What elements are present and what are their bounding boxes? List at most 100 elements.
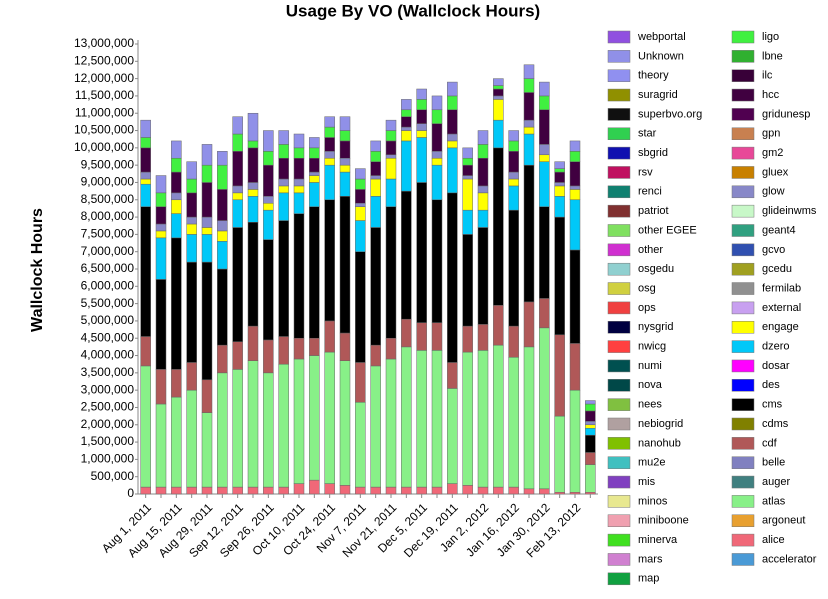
bar-segment — [462, 164, 473, 176]
legend-label: nees — [638, 399, 662, 411]
bar-segment — [539, 154, 550, 162]
bar-segment — [416, 88, 427, 100]
bar-segment — [477, 209, 489, 228]
bar-segment — [355, 402, 366, 488]
y-tick-label: 9,000,000 — [81, 175, 135, 189]
bar-segment — [217, 151, 228, 166]
bar-segment — [539, 327, 550, 490]
bar-segment — [462, 351, 473, 486]
bar-segment — [462, 178, 473, 211]
bar-segment — [217, 164, 228, 190]
legend-swatch — [731, 437, 755, 450]
bar-segment — [493, 85, 504, 90]
bar-segment — [523, 119, 535, 128]
bar-segment — [217, 372, 228, 488]
bar-segment — [171, 199, 182, 214]
bar-segment — [431, 322, 443, 351]
legend-label: gcedu — [762, 263, 792, 275]
legend-label: rsv — [638, 166, 653, 178]
y-tick-label: 1,500,000 — [81, 434, 135, 448]
bar-segment — [431, 109, 443, 124]
bar-segment — [140, 183, 151, 207]
bar-segment — [385, 154, 397, 159]
y-tick-label: 13,000,000 — [74, 36, 134, 50]
legend-label: geant4 — [762, 224, 796, 236]
legend-label: mars — [638, 553, 663, 565]
y-tick-label: 9,500,000 — [81, 157, 135, 171]
legend-swatch — [607, 127, 631, 140]
legend-swatch — [607, 166, 631, 179]
legend-label: other — [638, 244, 663, 256]
bar-segment — [508, 130, 519, 142]
bar-segment — [155, 369, 167, 405]
bar-segment — [309, 157, 320, 173]
legend-swatch — [607, 146, 631, 160]
bar-segment — [477, 324, 489, 351]
bar-segment — [385, 119, 397, 131]
bar-segment — [309, 175, 320, 183]
legend-label: ops — [638, 302, 656, 314]
bar-segment — [232, 133, 243, 152]
bar-segment — [186, 234, 197, 263]
bar-segment — [155, 279, 167, 370]
legend-label: alice — [762, 534, 785, 546]
bar-segment — [477, 185, 489, 194]
bar-segment — [217, 268, 228, 346]
legend-swatch — [607, 282, 631, 295]
bar-segment — [278, 220, 289, 337]
bar-segment — [401, 346, 412, 488]
bar-segment — [355, 206, 366, 221]
bar-segment — [247, 147, 259, 183]
bar-segment — [493, 147, 504, 306]
legend-label: suragrid — [638, 89, 678, 101]
bar-segment — [263, 239, 274, 341]
legend-label: gpn — [762, 128, 780, 140]
bar-segment — [523, 133, 535, 166]
bar-segment — [355, 486, 366, 495]
legend-label: miniboone — [638, 515, 689, 527]
bar-segment — [554, 334, 565, 417]
legend-label: glideinwms — [762, 205, 817, 217]
bar-segment — [416, 109, 427, 124]
bar-segment — [401, 116, 412, 128]
bar-segment — [247, 189, 259, 197]
legend-label: argoneut — [762, 515, 805, 527]
y-tick-label: 1,000,000 — [81, 452, 135, 466]
legend-swatch — [731, 456, 755, 469]
bar-segment — [508, 185, 519, 211]
bar-segment — [201, 379, 213, 413]
legend-label: gcvo — [762, 244, 785, 256]
bar-segment — [585, 492, 596, 495]
bar-segment — [477, 227, 489, 325]
bar-segment — [401, 130, 412, 142]
legend-label: cdf — [762, 437, 778, 449]
bar-segment — [539, 109, 550, 145]
legend-label: gm2 — [762, 147, 783, 159]
legend-swatch — [731, 359, 755, 373]
legend-swatch — [731, 224, 755, 237]
bar-segment — [140, 178, 151, 185]
legend-label: map — [638, 573, 659, 585]
bar-segment — [232, 185, 243, 194]
bar-segment — [309, 355, 320, 481]
y-tick-label: 7,500,000 — [81, 227, 135, 241]
bar-segment — [569, 249, 581, 344]
bar-segment — [339, 332, 351, 361]
bar-segment — [324, 126, 335, 138]
legend-label: gridunesp — [762, 108, 810, 120]
bar-segment — [324, 483, 335, 495]
bar-segment — [554, 168, 565, 173]
legend-swatch — [607, 359, 631, 373]
legend-swatch — [731, 185, 755, 199]
legend-label: accelerator — [762, 553, 817, 565]
bar-segment — [508, 325, 519, 358]
bar-segment — [569, 151, 581, 162]
bar-segment — [585, 421, 596, 426]
legend-swatch — [607, 340, 631, 353]
legend-swatch — [731, 533, 755, 547]
bar-segment — [447, 147, 458, 194]
bar-segment — [339, 164, 351, 173]
legend-swatch — [607, 301, 631, 315]
bar-segment — [355, 189, 366, 204]
bar-segment — [186, 223, 197, 235]
